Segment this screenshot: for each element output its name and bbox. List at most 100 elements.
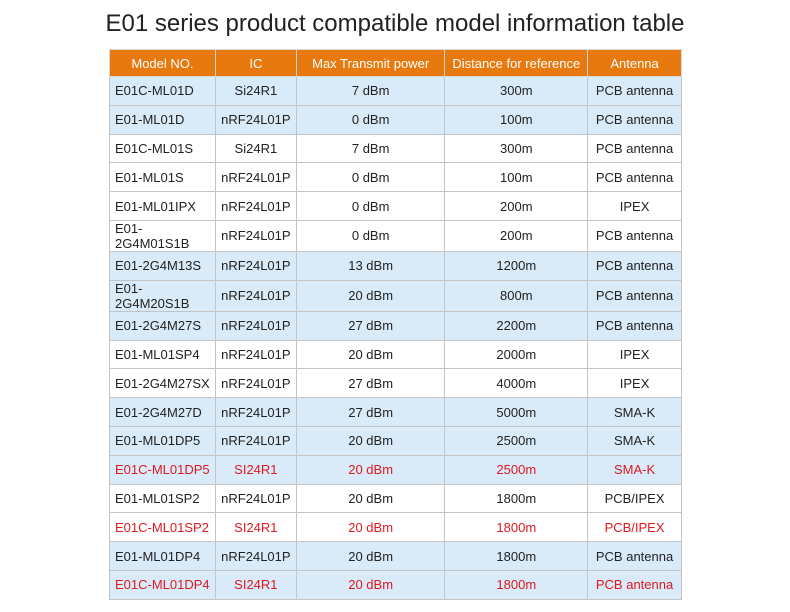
table-row: E01-ML01S nRF24L01P 0 dBm 100m PCB antenna [109,162,682,193]
table-row: E01C-ML01S Si24R1 7 dBm 300m PCB antenna [109,133,682,164]
distance-cell: 1800m [444,569,589,600]
ic-cell: nRF24L01P [214,279,297,312]
model-cell: E01-2G4M27SX [109,368,216,399]
ic-cell: nRF24L01P [214,162,297,193]
ic-cell: nRF24L01P [214,339,297,370]
distance-cell: 200m [444,219,589,252]
table-row: E01-2G4M20S1B nRF24L01P 20 dBm 800m PCB ante… [109,279,682,312]
ic-cell: nRF24L01P [214,250,297,281]
model-cell: E01-ML01S [109,162,216,193]
ic-cell: nRF24L01P [214,541,297,571]
antenna-cell: PCB antenna [587,310,682,341]
antenna-cell: PCB antenna [587,219,682,252]
table-row: E01-2G4M13S nRF24L01P 13 dBm 1200m PCB anten… [109,250,682,281]
model-cell: E01-ML01DP5 [109,425,216,456]
table-row: E01-ML01DP5 nRF24L01P 20 dBm 2500m SMA-K [109,425,682,456]
power-cell: 7 dBm [295,133,446,164]
table-row: E01C-ML01SP2 SI24R1 20 dBm 1800m PCB/IPEX [109,512,682,543]
antenna-cell: SMA-K [587,425,682,456]
ic-cell: nRF24L01P [214,104,297,135]
page-title: E01 series product compatible model info… [105,10,685,37]
table-row: E01-ML01SP2 nRF24L01P 20 dBm 1800m PCB/IPEX [109,483,682,514]
table-row: E01C-ML01D Si24R1 7 dBm 300m PCB antenna [109,76,682,106]
model-cell: E01-2G4M01S1B [109,219,216,252]
model-cell: E01-2G4M13S [109,250,216,281]
power-cell: 27 dBm [295,368,446,399]
model-cell: E01-2G4M27D [109,397,216,427]
distance-cell: 1800m [444,541,589,571]
distance-cell: 5000m [444,397,589,427]
table-row: E01C-ML01DP5 SI24R1 20 dBm 2500m SMA-K [109,454,682,485]
power-cell: 0 dBm [295,104,446,135]
ic-cell: nRF24L01P [214,483,297,514]
power-cell: 27 dBm [295,310,446,341]
header-power: Max Transmit power [295,49,446,77]
power-cell: 13 dBm [295,250,446,281]
model-cell: E01C-ML01DP4 [109,569,216,600]
model-cell: E01C-ML01S [109,133,216,164]
power-cell: 20 dBm [295,541,446,571]
distance-cell: 4000m [444,368,589,399]
table-header-row: Model NO. IC Max Transmit power Distance… [109,49,682,77]
distance-cell: 2000m [444,339,589,370]
table-row: E01C-ML01DP4 SI24R1 20 dBm 1800m PCB antenna [109,569,682,600]
ic-cell: Si24R1 [214,76,297,106]
distance-cell: 2200m [444,310,589,341]
power-cell: 20 dBm [295,569,446,600]
antenna-cell: PCB antenna [587,541,682,571]
distance-cell: 2500m [444,454,589,485]
antenna-cell: IPEX [587,339,682,370]
antenna-cell: PCB antenna [587,569,682,600]
antenna-cell: PCB/IPEX [587,483,682,514]
table-row: E01-ML01D nRF24L01P 0 dBm 100m PCB antenna [109,104,682,135]
model-cell: E01-ML01SP2 [109,483,216,514]
power-cell: 27 dBm [295,397,446,427]
distance-cell: 300m [444,133,589,164]
distance-cell: 2500m [444,425,589,456]
power-cell: 20 dBm [295,279,446,312]
model-cell: E01C-ML01DP5 [109,454,216,485]
table-row: E01-ML01SP4 nRF24L01P 20 dBm 2000m IPEX [109,339,682,370]
ic-cell: SI24R1 [214,569,297,600]
ic-cell: nRF24L01P [214,397,297,427]
antenna-cell: SMA-K [587,454,682,485]
ic-cell: nRF24L01P [214,368,297,399]
power-cell: 0 dBm [295,162,446,193]
power-cell: 20 dBm [295,454,446,485]
ic-cell: Si24R1 [214,133,297,164]
antenna-cell: PCB antenna [587,76,682,106]
model-cell: E01-ML01SP4 [109,339,216,370]
header-ic: IC [214,49,297,77]
antenna-cell: IPEX [587,368,682,399]
antenna-cell: PCB antenna [587,250,682,281]
distance-cell: 1200m [444,250,589,281]
table-row: E01-2G4M27D nRF24L01P 27 dBm 5000m SMA-K [109,397,682,427]
model-cell: E01-2G4M27S [109,310,216,341]
power-cell: 7 dBm [295,76,446,106]
distance-cell: 200m [444,191,589,221]
ic-cell: nRF24L01P [214,425,297,456]
ic-cell: nRF24L01P [214,191,297,221]
ic-cell: nRF24L01P [214,219,297,252]
model-cell: E01-ML01D [109,104,216,135]
antenna-cell: PCB antenna [587,162,682,193]
ic-cell: SI24R1 [214,454,297,485]
table-row: E01-ML01IPX nRF24L01P 0 dBm 200m IPEX [109,191,682,221]
power-cell: 20 dBm [295,425,446,456]
antenna-cell: PCB antenna [587,104,682,135]
ic-cell: SI24R1 [214,512,297,543]
table-row: E01-ML01DP4 nRF24L01P 20 dBm 1800m PCB anten… [109,541,682,571]
ic-cell: nRF24L01P [214,310,297,341]
distance-cell: 1800m [444,512,589,543]
model-cell: E01-ML01IPX [109,191,216,221]
table-row: E01-2G4M27S nRF24L01P 27 dBm 2200m PCB anten… [109,310,682,341]
antenna-cell: SMA-K [587,397,682,427]
header-model: Model NO. [109,49,216,77]
model-cell: E01-2G4M20S1B [109,279,216,312]
model-cell: E01C-ML01D [109,76,216,106]
distance-cell: 100m [444,104,589,135]
power-cell: 20 dBm [295,512,446,543]
power-cell: 20 dBm [295,339,446,370]
antenna-cell: PCB antenna [587,133,682,164]
power-cell: 0 dBm [295,191,446,221]
